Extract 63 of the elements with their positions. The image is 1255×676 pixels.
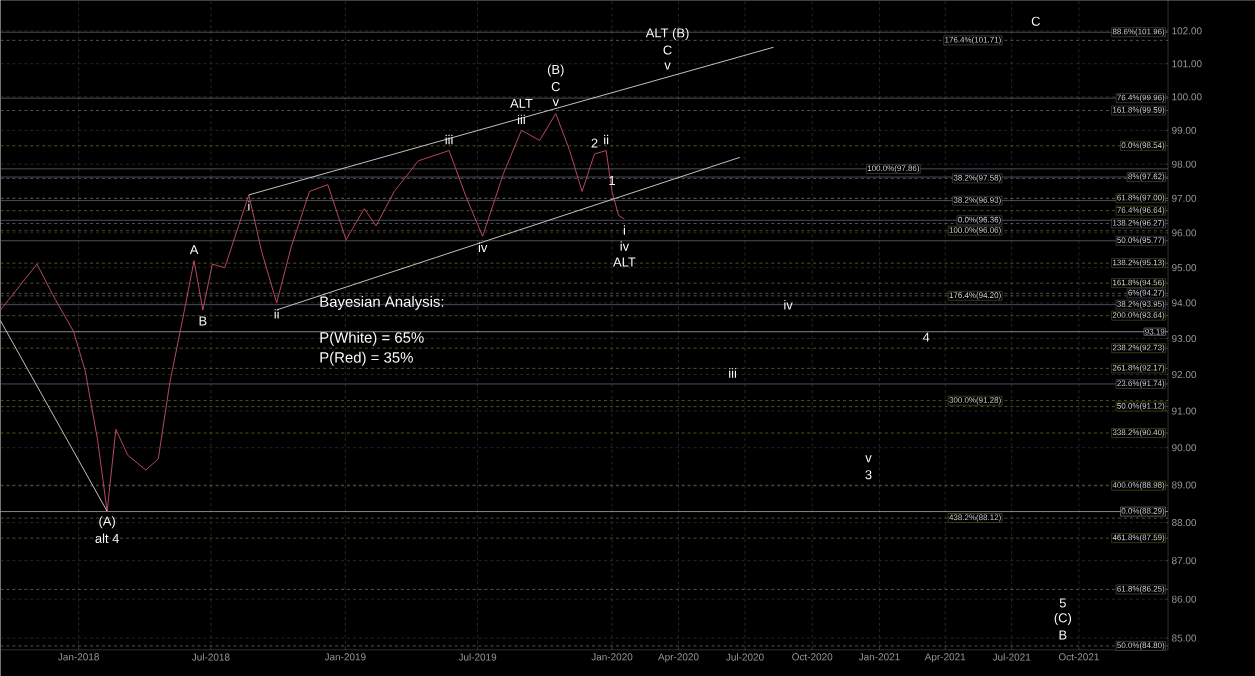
y-tick-label: 86.00 xyxy=(1172,595,1197,603)
annotation: Bayesian Analysis: xyxy=(320,295,444,310)
annotation: 1 xyxy=(609,176,615,185)
annotation: v xyxy=(865,455,872,463)
y-tick-label: 85.00 xyxy=(1172,634,1197,642)
annotation: C xyxy=(663,45,672,55)
annotation: 4 xyxy=(922,332,930,342)
y-tick-label: 96.00 xyxy=(1172,229,1197,237)
x-tick-label: Oct-2021 xyxy=(1058,653,1099,661)
x-tick-label: Jan-2018 xyxy=(58,653,99,661)
y-tick-label: 98.00 xyxy=(1172,160,1197,168)
x-tick-label: Jan-2021 xyxy=(858,653,900,661)
x-tick-label: Apr-2020 xyxy=(658,653,699,663)
y-tick-label: 92.00 xyxy=(1172,371,1197,379)
y-tick-label: 94.00 xyxy=(1172,299,1197,307)
annotation: alt 4 xyxy=(95,533,119,544)
x-tick-label: Apr-2021 xyxy=(924,653,966,663)
x-tick-label: Jul-2021 xyxy=(992,653,1031,661)
annotation: B xyxy=(199,316,207,326)
annotation: v xyxy=(664,62,671,70)
annotation: iii xyxy=(517,114,525,125)
y-tick-label: 100.00 xyxy=(1172,93,1202,101)
y-tick-label: 88.00 xyxy=(1172,519,1197,527)
annotation: (C) xyxy=(1054,612,1072,625)
annotation: iii xyxy=(729,368,736,378)
y-tick-label: 93.00 xyxy=(1172,335,1197,343)
x-tick-label: Jan-2020 xyxy=(591,653,633,661)
annotation: C xyxy=(1031,16,1040,26)
annotation: iv xyxy=(620,241,630,251)
annotation: ALT xyxy=(510,98,533,108)
y-tick-label: 99.00 xyxy=(1172,126,1197,134)
annotation: v xyxy=(552,99,559,106)
x-tick-label: Oct-2020 xyxy=(792,653,833,661)
y-tick-label: 102.00 xyxy=(1172,27,1202,35)
y-tick-label: 90.00 xyxy=(1172,444,1197,452)
annotation: iv xyxy=(478,242,488,252)
y-tick-label: 91.00 xyxy=(1172,407,1197,415)
annotation: (B) xyxy=(547,64,564,77)
x-tick-label: Jul-2020 xyxy=(726,653,764,661)
annotation: ALT xyxy=(613,257,636,267)
annotation: 3 xyxy=(865,470,872,480)
annotation: B xyxy=(1059,630,1067,640)
y-tick-label: 97.00 xyxy=(1172,194,1197,202)
y-tick-label: 101.00 xyxy=(1172,60,1202,68)
annotation: ALT (B) xyxy=(645,27,689,41)
annotation: P(Red) = 35% xyxy=(320,351,413,366)
annotation: 5 xyxy=(1059,598,1066,608)
x-tick-label: Jan-2019 xyxy=(324,653,366,661)
annotation: iv xyxy=(784,300,793,310)
annotation: (A) xyxy=(99,516,115,529)
y-tick-label: 87.00 xyxy=(1172,557,1197,565)
annotation: P(White) = 65% xyxy=(320,331,424,346)
x-tick-label: Jul-2018 xyxy=(191,653,230,661)
x-tick-label: Jul-2019 xyxy=(458,653,497,661)
annotation: 2 xyxy=(591,138,598,148)
annotation: C xyxy=(551,81,560,92)
annotation: ii xyxy=(274,309,279,319)
y-tick-label: 95.00 xyxy=(1172,264,1197,272)
y-tick-label: 89.00 xyxy=(1172,481,1197,489)
annotation: i xyxy=(248,201,250,211)
annotation: A xyxy=(189,245,199,255)
annotation: ii xyxy=(604,134,609,145)
annotation: i xyxy=(623,225,625,235)
